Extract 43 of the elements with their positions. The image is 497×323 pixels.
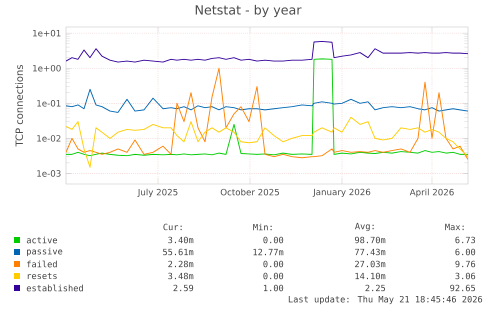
text: 6.73 xyxy=(455,236,476,244)
legend-label: established xyxy=(26,284,83,292)
text: 0.00 xyxy=(263,272,284,280)
y-tick-label: 1e-01 xyxy=(37,100,60,107)
y-tick-label: 1e-02 xyxy=(37,135,60,142)
y-tick-label: 1e-03 xyxy=(37,170,61,177)
text: 92.65 xyxy=(450,284,476,292)
text: 98.70m xyxy=(354,236,386,244)
text: 0.00 xyxy=(263,236,284,244)
text: 27.03m xyxy=(355,260,386,268)
line-series xyxy=(66,88,468,113)
text: 9.76 xyxy=(455,260,476,268)
chart-title: Netstat - by year xyxy=(196,4,302,18)
text: 2.28m xyxy=(168,260,194,268)
text: Cur: xyxy=(163,224,182,230)
text: 1.00 xyxy=(264,284,284,292)
line-series xyxy=(66,116,468,168)
x-tick-label: April 2026 xyxy=(410,188,454,198)
text: 77.43m xyxy=(355,248,386,256)
text: Max: xyxy=(445,224,464,230)
y-tick-label: 1e+01 xyxy=(33,30,60,36)
x-tick-label: July 2025 xyxy=(137,188,178,198)
text: 55.61m xyxy=(163,248,194,256)
text: 3.48m xyxy=(168,272,194,280)
text: 3.06 xyxy=(455,272,476,280)
text: 2.25 xyxy=(366,284,386,292)
legend-label: failed xyxy=(27,260,57,268)
x-tick-label: October 2025 xyxy=(220,188,279,196)
text: Last update: Thu May 21 18:45:46 2026 xyxy=(288,296,482,304)
text: Avg: xyxy=(355,222,374,232)
text: 6.00 xyxy=(455,248,476,256)
y-tick-label: 1e+00 xyxy=(33,64,61,72)
legend-label: resets xyxy=(28,272,57,280)
text: 12.77m xyxy=(253,248,284,256)
legend-label: active xyxy=(26,236,58,244)
y-axis-title: TCP connections xyxy=(15,64,24,147)
text: 2.59 xyxy=(174,284,194,292)
text: 0.00 xyxy=(263,260,284,268)
text: 3.40m xyxy=(168,236,194,244)
text: Min: xyxy=(253,224,272,230)
legend-label: passive xyxy=(27,248,62,256)
x-tick-label: January 2026 xyxy=(312,188,370,197)
text: 14.10m xyxy=(355,272,386,280)
